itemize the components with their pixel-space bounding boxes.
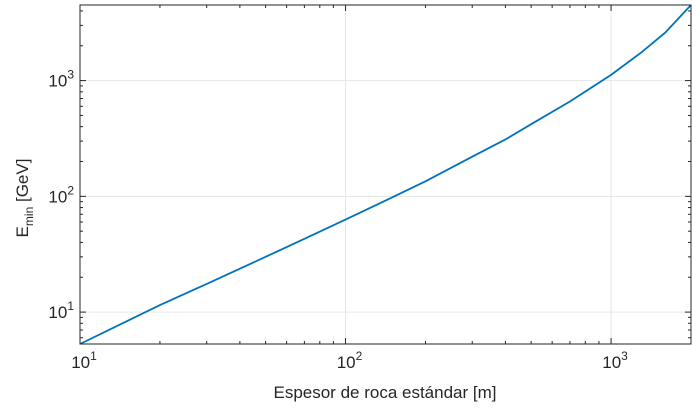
x-tick-label: 101 (71, 349, 97, 372)
x-tick-label: 103 (602, 349, 628, 372)
x-tick-label: 102 (337, 349, 363, 372)
y-tick-label: 102 (48, 183, 74, 206)
y-tick-label: 101 (48, 299, 74, 322)
x-tick-labels: 101 102 103 (71, 349, 628, 372)
y-tick-labels: 101 102 103 (48, 68, 74, 322)
x-axis-label: Espesor de roca estándar [m] (273, 383, 496, 402)
axis-ticks (80, 5, 691, 344)
y-axis-label: Emin [GeV] (13, 159, 36, 238)
data-line (80, 5, 691, 344)
grid-lines (80, 5, 691, 344)
plot-area-frame (80, 5, 691, 344)
y-tick-label: 103 (48, 68, 74, 91)
